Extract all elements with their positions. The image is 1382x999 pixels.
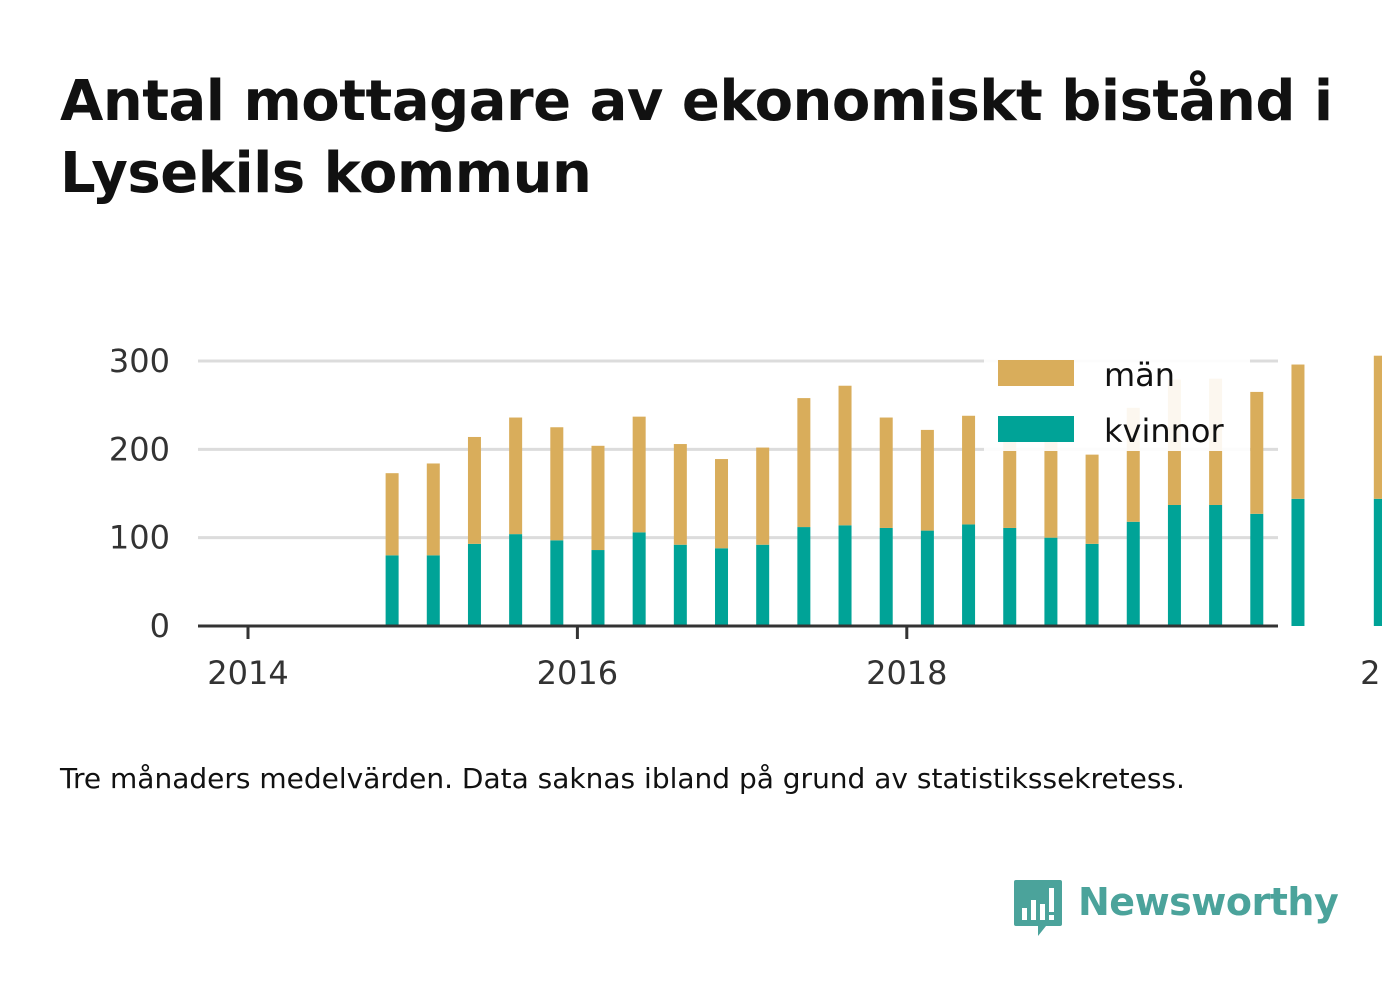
bar-man (509, 417, 523, 535)
bar-man (426, 463, 440, 556)
bar-man (467, 436, 481, 544)
bar-kvinnor (1373, 498, 1382, 626)
bar-kvinnor (715, 548, 729, 626)
bar-kvinnor (673, 544, 687, 626)
bar-kvinnor (838, 525, 852, 626)
x-tick-label: 2014 (207, 654, 288, 692)
bar-kvinnor (1167, 504, 1181, 626)
bar-man (715, 459, 729, 549)
bar-kvinnor (1003, 527, 1017, 626)
bar-man (1085, 454, 1099, 544)
bar-man (797, 398, 811, 528)
bar-man (385, 473, 399, 556)
bar-kvinnor (385, 555, 399, 626)
brand-logo[interactable]: Newsworthy (1012, 878, 1339, 942)
y-tick-label: 100 (109, 519, 170, 557)
y-tick-label: 200 (109, 430, 170, 468)
bar-kvinnor (1209, 504, 1223, 626)
bar-kvinnor (1085, 543, 1099, 626)
bar-man (1250, 391, 1264, 514)
bar-kvinnor (509, 534, 523, 626)
bar-man (962, 415, 976, 525)
brand-name: Newsworthy (1078, 880, 1339, 924)
bar-kvinnor (1044, 537, 1058, 626)
bar-man (591, 445, 605, 551)
bar-man (920, 429, 934, 531)
bar-man (550, 427, 564, 541)
bar-kvinnor (632, 532, 646, 626)
x-tick-label: 2018 (866, 654, 947, 692)
chart-title: Antal mottagare av ekonomiskt bistånd i … (60, 69, 1333, 206)
legend-label: kvinnor (1104, 412, 1225, 450)
legend-label: män (1104, 356, 1175, 394)
chart-caption: Tre månaders medelvärden. Data saknas ib… (60, 762, 1185, 795)
bar-man (1291, 364, 1305, 499)
bar-man (879, 417, 893, 528)
bar-kvinnor (879, 527, 893, 626)
chart-svg: 0100200300201420162018202120232025 mänkv… (109, 342, 1382, 692)
axes: 0100200300201420162018202120232025 (109, 342, 1382, 692)
bar-man (1044, 436, 1058, 538)
bar-man (632, 416, 646, 533)
bar-kvinnor (962, 524, 976, 626)
newsworthy-logo-icon (1014, 880, 1062, 936)
bar-kvinnor (756, 544, 770, 626)
bar-kvinnor (591, 550, 605, 626)
x-tick-label: 2021 (1360, 654, 1382, 692)
bar-man (673, 444, 687, 545)
bar-kvinnor (1126, 521, 1140, 626)
bar-kvinnor (1291, 498, 1305, 626)
bar-kvinnor (550, 540, 564, 626)
y-tick-label: 0 (150, 607, 170, 645)
bar-kvinnor (797, 527, 811, 626)
legend-swatch (998, 360, 1074, 386)
bar-kvinnor (920, 530, 934, 626)
legend: män kvinnor (984, 355, 1250, 451)
bar-kvinnor (426, 555, 440, 626)
bar-kvinnor (467, 543, 481, 626)
bar-man (1373, 355, 1382, 499)
y-tick-label: 300 (109, 342, 170, 380)
x-tick-label: 2016 (537, 654, 618, 692)
bar-man (838, 385, 852, 526)
bar-man (756, 447, 770, 545)
bar-kvinnor (1250, 513, 1264, 626)
legend-swatch (998, 416, 1074, 442)
